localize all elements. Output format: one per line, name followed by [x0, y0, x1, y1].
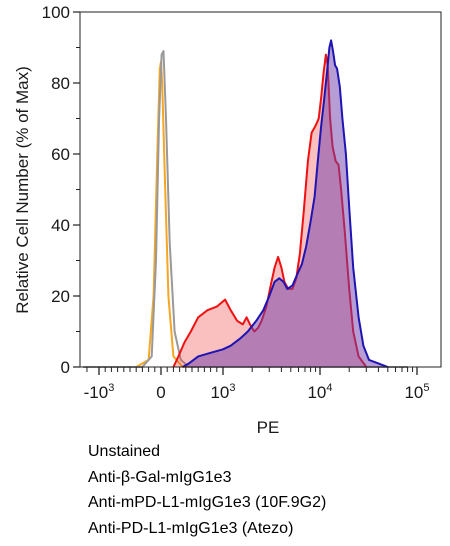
y-tick-label: 60: [51, 145, 70, 164]
x-tick-label: 0: [156, 383, 165, 402]
x-axis-title: PE: [257, 418, 280, 437]
x-tick-label: 103: [210, 382, 235, 402]
y-tick-label: 40: [51, 216, 70, 235]
x-tick-label: 105: [404, 382, 429, 402]
x-tick-label: -103: [84, 382, 115, 402]
x-axis: -103 0 103 104 105: [84, 367, 430, 402]
y-tick-label: 20: [51, 287, 70, 306]
y-tick-label: 100: [42, 3, 70, 22]
legend-entry-unstained: Unstained: [88, 443, 161, 460]
series-area-anti-pd-l1-migg1e3-atezo: [182, 40, 388, 368]
legend-entry-anti-mpd-l1: Anti-mPD-L1-mIgG1e3 (10F.9G2): [88, 494, 327, 511]
series-layer: [83, 39, 408, 368]
y-axis: 0 20 40 60 80 100: [42, 3, 80, 377]
y-tick-label: 0: [61, 358, 70, 377]
y-tick-label: 80: [51, 74, 70, 93]
legend: Unstained Anti-β-Gal-mIgG1e3 Anti-mPD-L1…: [88, 439, 326, 541]
legend-entry-anti-pd-l1: Anti-PD-L1-mIgG1e3 (Atezo): [88, 519, 294, 537]
y-axis-title: Relative Cell Number (% of Max): [13, 66, 32, 314]
x-tick-label: 104: [307, 382, 332, 402]
legend-entry-anti-beta-gal: Anti-β-Gal-mIgG1e3: [88, 468, 232, 486]
flow-histogram-chart: 0 20 40 60 80 100 -103 0 103 104 105 Relative Cel…: [13, 3, 442, 437]
series-line-anti-gal-migg1e3: [83, 50, 408, 368]
series-line-anti-pd-l1-migg1e3-atezo: [182, 39, 389, 368]
